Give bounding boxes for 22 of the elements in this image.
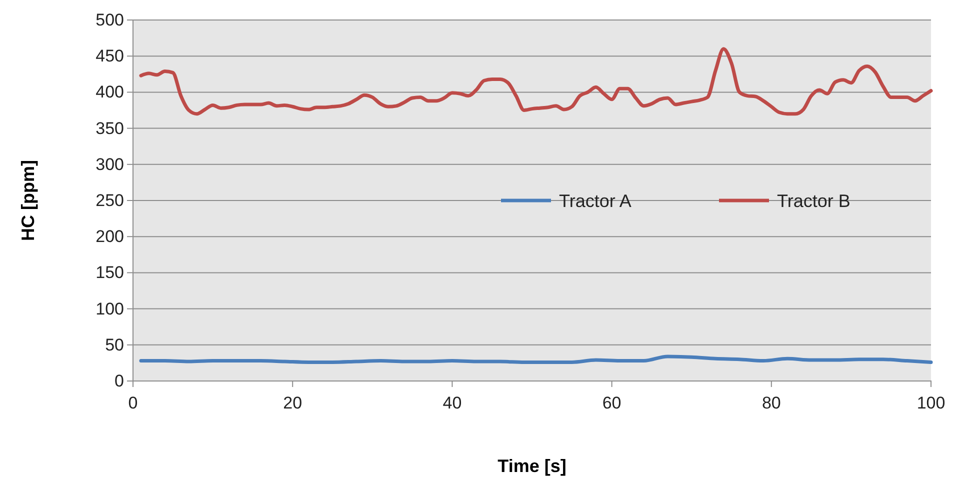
y-axis-title: HC [ppm]: [18, 160, 38, 241]
line-series: [139, 47, 933, 116]
y-tick-label: 50: [105, 335, 124, 354]
x-tick-label: 80: [762, 394, 781, 413]
y-tick-label: 300: [96, 154, 124, 174]
x-tick-label: 20: [283, 394, 302, 413]
x-tick-label: 0: [128, 394, 138, 413]
y-tick-label: 250: [96, 190, 124, 210]
y-tick-label: 100: [96, 299, 124, 318]
x-axis-title: Time [s]: [498, 456, 566, 476]
y-tick-label: 500: [96, 10, 124, 30]
x-tick-label: 60: [602, 394, 622, 413]
legend-label: Tractor A: [559, 190, 632, 211]
y-tick-label: 150: [96, 263, 124, 282]
x-tick-label: 40: [442, 394, 462, 413]
y-tick-label: 0: [114, 371, 124, 390]
y-tick-label: 350: [96, 118, 124, 138]
y-tick-label: 400: [96, 82, 124, 102]
y-tick-label: 200: [96, 227, 124, 246]
x-tick-label: 100: [916, 394, 946, 413]
y-tick-label: 450: [96, 46, 124, 66]
legend-label: Tractor B: [777, 190, 850, 211]
